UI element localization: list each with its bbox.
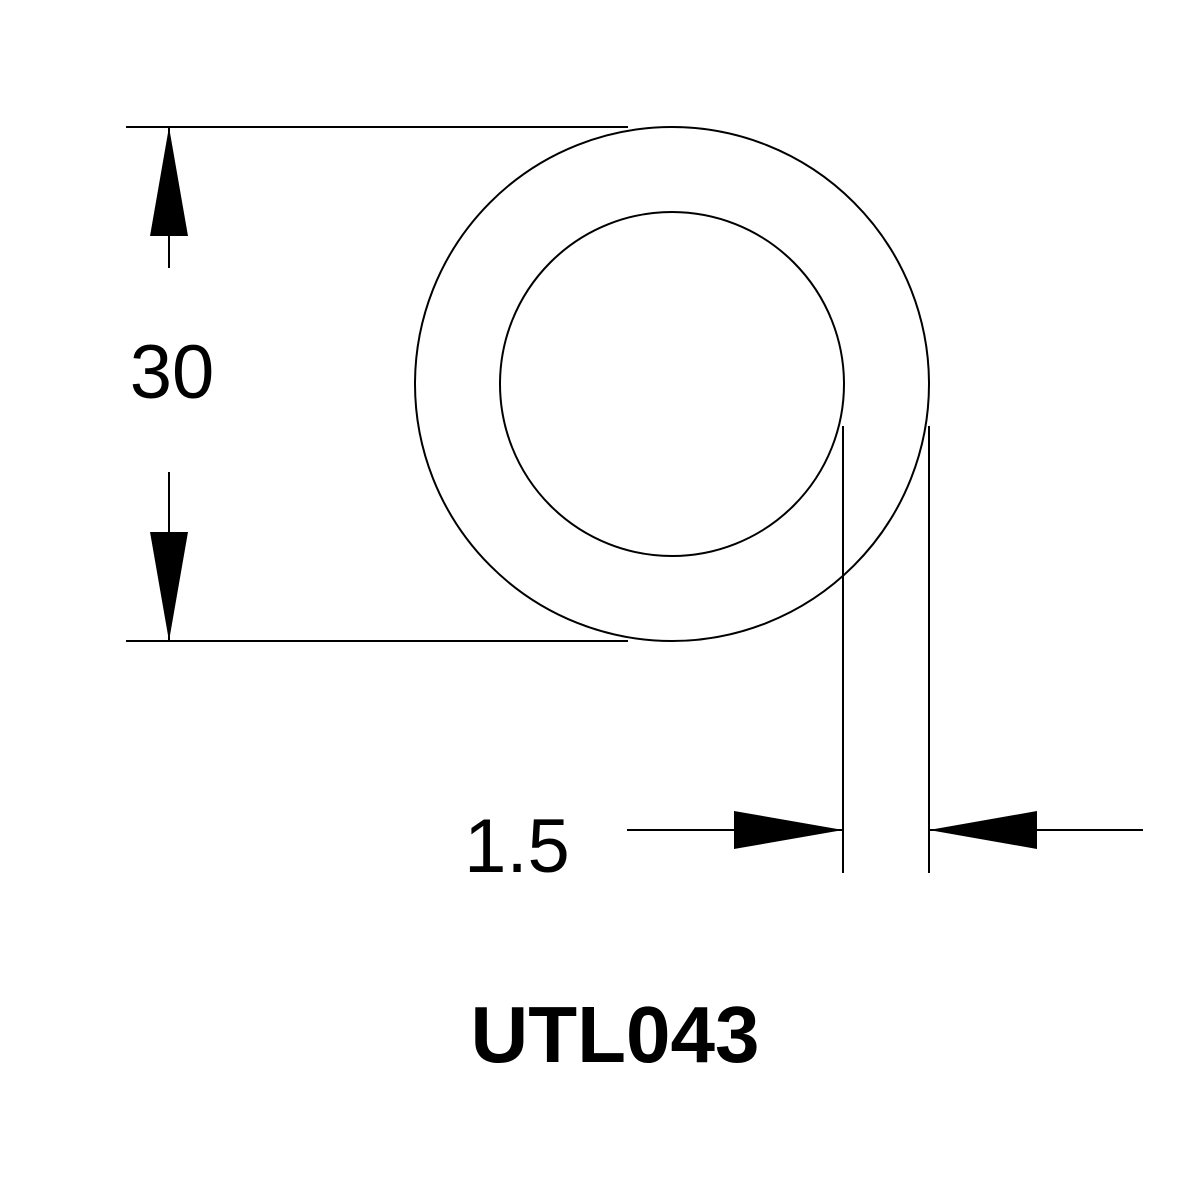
left-arrow-icon <box>929 811 1037 849</box>
thickness-label: 1.5 <box>464 804 570 889</box>
diameter-label: 30 <box>130 330 215 415</box>
inner-circle <box>499 211 845 557</box>
up-arrow-icon <box>150 127 188 236</box>
down-arrow-icon <box>150 532 188 641</box>
part-code: UTL043 <box>471 990 760 1079</box>
thickness-dimension <box>627 426 1143 873</box>
outer-circle <box>414 126 930 642</box>
tube-cross-section <box>414 126 930 642</box>
right-arrow-icon <box>734 811 843 849</box>
